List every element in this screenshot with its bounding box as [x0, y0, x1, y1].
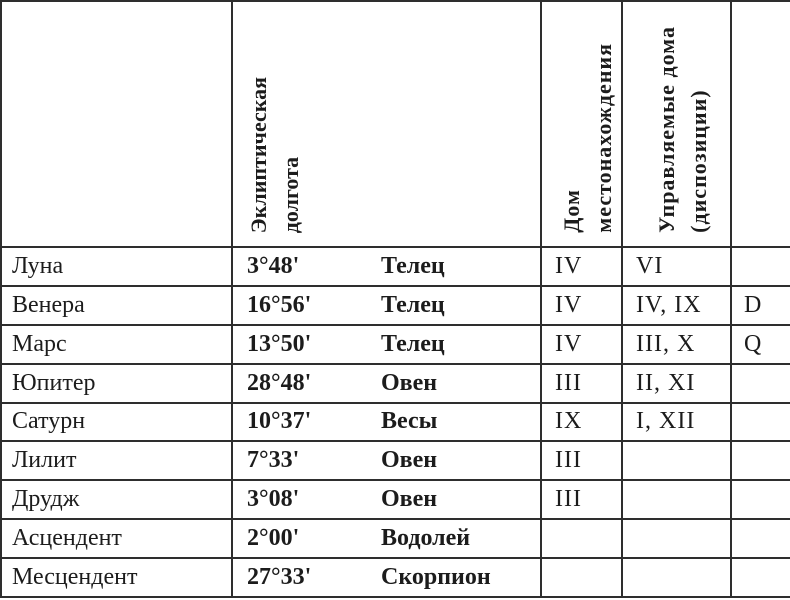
- house-cell: IV: [542, 325, 623, 365]
- dignity-cell: [732, 248, 790, 287]
- planet-name: Лилит: [2, 442, 233, 482]
- zodiac-sign: Телец: [381, 291, 445, 318]
- zodiac-sign: Скорпион: [381, 564, 491, 591]
- ruled-houses-cell: [623, 520, 732, 560]
- ruled-houses-cell: II, XI: [623, 364, 732, 404]
- dignity-cell: D: [732, 287, 790, 326]
- house-cell: III: [542, 364, 623, 404]
- house-cell: III: [542, 481, 623, 521]
- ruled-houses-cell: [623, 481, 732, 521]
- longitude-degrees: 3°48': [247, 252, 300, 279]
- planet-name: Асцендент: [2, 520, 233, 560]
- dignity-cell: [732, 365, 790, 404]
- zodiac-sign: Водолей: [381, 525, 471, 552]
- dignity-cell: [732, 404, 790, 443]
- longitude-cell: 13°50' Телец: [233, 325, 542, 365]
- house-cell: IV: [542, 248, 623, 287]
- longitude-cell: 3°08' Овен: [233, 481, 542, 521]
- zodiac-sign: Овен: [381, 369, 438, 396]
- planet-name: Венера: [2, 286, 233, 326]
- header-longitude-label: Эклиптическая долгота: [246, 76, 303, 233]
- planet-name: Друдж: [2, 481, 233, 521]
- planet-name: Юпитер: [2, 364, 233, 404]
- house-cell: IV: [542, 286, 623, 326]
- longitude-cell: 27°33' Скорпион: [233, 559, 542, 598]
- header-cell-ruled-houses: Управляемые дома (диспозиции): [623, 2, 732, 248]
- planet-name: Месцендент: [2, 559, 233, 598]
- header-cell-house: Дом местонахождения: [542, 2, 623, 248]
- zodiac-sign: Овен: [381, 486, 438, 513]
- house-cell: [542, 520, 623, 560]
- longitude-cell: 2°00' Водолей: [233, 520, 542, 560]
- header-cell-name: [2, 2, 233, 248]
- dignity-cell: [732, 559, 790, 598]
- zodiac-sign: Овен: [381, 447, 438, 474]
- ruled-houses-cell: [623, 559, 732, 598]
- planet-name: Сатурн: [2, 403, 233, 443]
- dignity-cell: [732, 442, 790, 482]
- ruled-houses-cell: [623, 442, 732, 482]
- dignity-cell: Q: [732, 326, 790, 365]
- ruled-houses-cell: III, X: [623, 325, 732, 365]
- dignity-cell: [732, 481, 790, 521]
- ruled-houses-cell: VI: [623, 248, 732, 287]
- house-cell: [542, 559, 623, 598]
- planet-name: Луна: [2, 248, 233, 287]
- longitude-degrees: 28°48': [247, 369, 312, 396]
- planet-name: Марс: [2, 325, 233, 365]
- zodiac-sign: Телец: [381, 330, 445, 357]
- header-cell-dignity: [732, 2, 790, 248]
- longitude-cell: 16°56' Телец: [233, 286, 542, 326]
- zodiac-sign: Телец: [381, 252, 445, 279]
- longitude-degrees: 10°37': [247, 408, 312, 435]
- ruled-houses-cell: IV, IX: [623, 286, 732, 326]
- zodiac-sign: Весы: [381, 408, 438, 435]
- longitude-cell: 7°33' Овен: [233, 442, 542, 482]
- longitude-degrees: 16°56': [247, 291, 312, 318]
- ruled-houses-cell: I, XII: [623, 403, 732, 443]
- longitude-degrees: 27°33': [247, 564, 312, 591]
- header-cell-longitude: Эклиптическая долгота: [233, 2, 542, 248]
- longitude-degrees: 13°50': [247, 330, 312, 357]
- house-cell: III: [542, 442, 623, 482]
- longitude-degrees: 7°33': [247, 447, 300, 474]
- longitude-cell: 28°48' Овен: [233, 364, 542, 404]
- longitude-cell: 3°48' Телец: [233, 248, 542, 287]
- longitude-degrees: 2°00': [247, 525, 300, 552]
- dignity-cell: [732, 520, 790, 560]
- header-house-label: Дом местонахождения: [559, 43, 616, 233]
- longitude-cell: 10°37' Весы: [233, 403, 542, 443]
- longitude-degrees: 3°08': [247, 486, 300, 513]
- header-ruled-houses-label: Управляемые дома (диспозиции): [654, 26, 711, 233]
- house-cell: IX: [542, 403, 623, 443]
